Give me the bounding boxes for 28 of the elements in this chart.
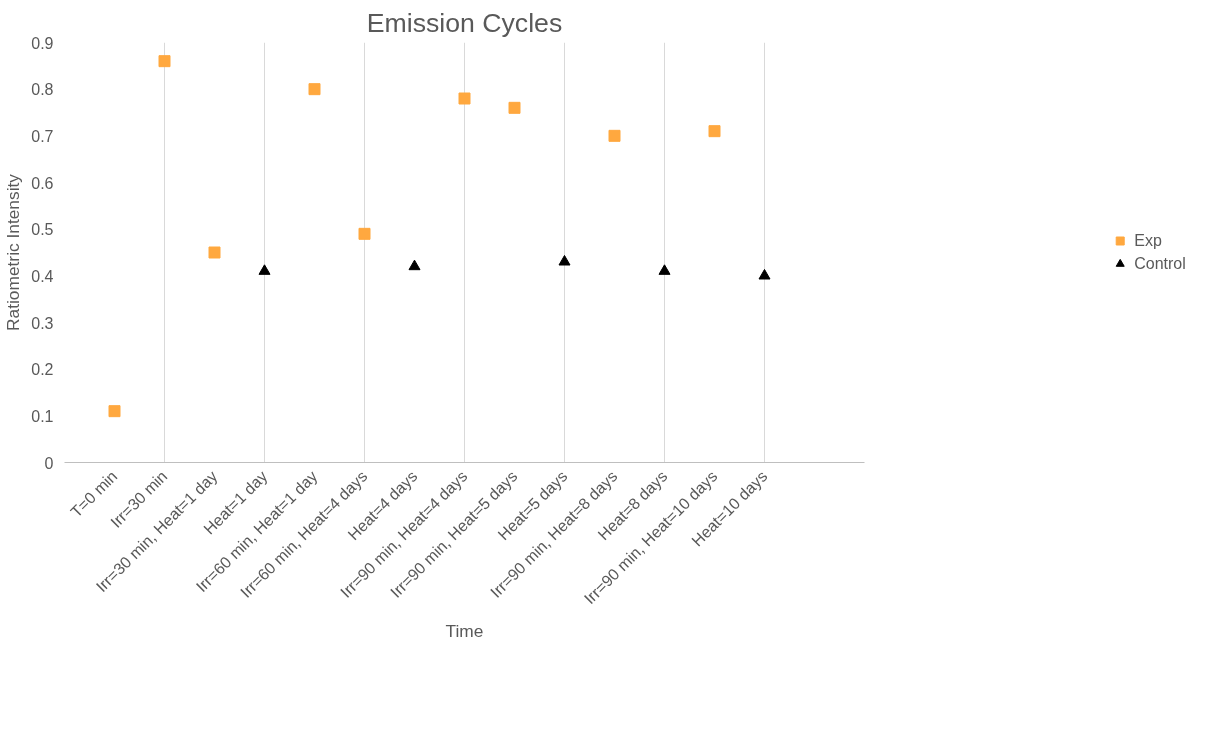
chart-title: Emission Cycles (366, 7, 563, 38)
y-tick-label: 0.9 (31, 34, 54, 52)
point (158, 55, 171, 68)
point (758, 268, 771, 280)
y-tick-label: 0.1 (31, 407, 54, 425)
y-tick-label: 0.5 (31, 221, 54, 239)
y-tick-label: 0.7 (31, 127, 54, 145)
y-tick-label: 0 (44, 454, 54, 472)
point (408, 259, 421, 271)
point (358, 227, 371, 240)
legend-label: Exp (1134, 231, 1162, 250)
x-axis-title: Time (445, 621, 484, 642)
point (708, 125, 721, 138)
y-tick-label: 0.2 (31, 361, 54, 379)
y-tick-label: 0.4 (31, 267, 54, 285)
y-axis-title: Ratiometric Intensity (3, 173, 24, 331)
legend-label: Control (1134, 254, 1186, 273)
point (308, 83, 321, 96)
point (508, 101, 521, 114)
point (208, 246, 221, 259)
point (658, 264, 671, 275)
y-tick-label: 0.8 (31, 81, 54, 99)
point (608, 129, 621, 142)
y-tick-label: 0.3 (31, 314, 54, 332)
y-tick-label: 0.6 (31, 174, 54, 192)
point (458, 92, 471, 105)
point (258, 264, 271, 275)
point (558, 254, 571, 266)
